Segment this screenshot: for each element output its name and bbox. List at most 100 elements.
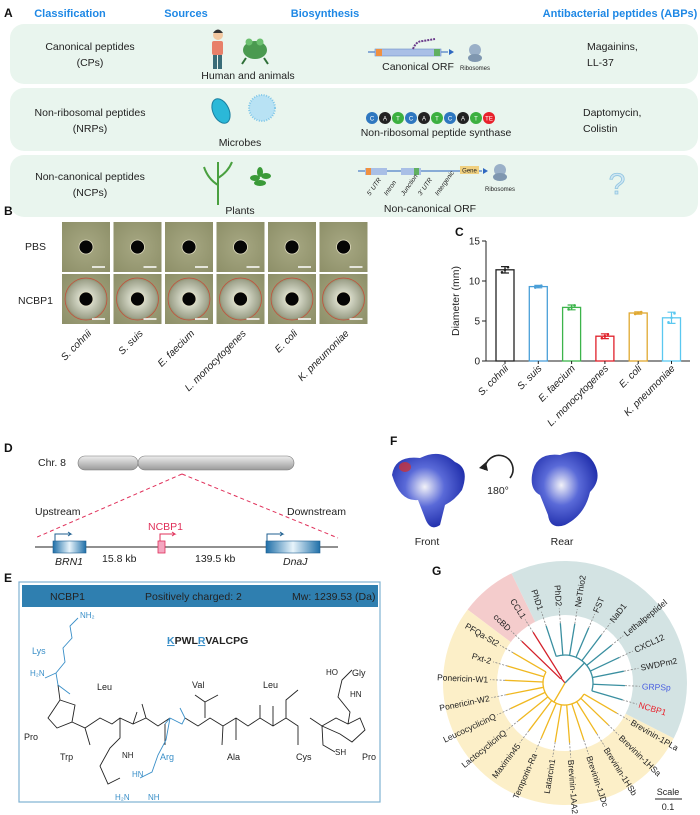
peptide-mw: Mw: 1239.53 (Da)	[292, 591, 375, 603]
branch	[566, 704, 571, 743]
class-ncp-abbr: (NCPs)	[73, 187, 107, 199]
leaf-label: Ponericin-W1	[437, 672, 489, 684]
branch	[510, 691, 546, 710]
branch	[528, 700, 553, 732]
leaf-connector	[490, 679, 506, 681]
peptide-charge: Positively charged: 2	[145, 591, 242, 603]
species-label: S. suis	[117, 328, 146, 357]
upstream-label: Upstream	[35, 506, 81, 518]
ribosome-icon	[493, 164, 507, 181]
microbe-cell-icon	[248, 94, 276, 122]
bar	[628, 312, 648, 362]
gene-box-ncbp1	[157, 540, 166, 554]
tss-arrow-icon	[159, 531, 177, 541]
data-point	[537, 285, 540, 288]
atom-nh-trp: NH	[122, 751, 134, 760]
chromosome-label: Chr. 8	[38, 457, 66, 469]
nrps-domain-a	[418, 112, 430, 124]
row-noncanonical	[10, 155, 698, 217]
nrps-domain-label: C	[370, 117, 375, 123]
seedling-icon	[250, 167, 271, 186]
branch	[554, 704, 563, 743]
frog-icon	[241, 38, 269, 65]
bar	[528, 285, 548, 362]
class-nrp-abbr: (NRPs)	[73, 123, 107, 135]
panel-f: F 180° Front Rear	[390, 434, 598, 548]
panel-a: A Classification Sources Biosynthesis An…	[4, 6, 698, 217]
residue-val: Val	[192, 680, 204, 690]
source-microbes: Microbes	[219, 137, 262, 149]
noncanonical-orf-icon	[358, 166, 488, 175]
question-mark-icon: ?	[609, 168, 626, 201]
y-tick-label: 10	[469, 277, 481, 288]
bar	[661, 317, 682, 362]
leaf-connector	[558, 608, 561, 624]
data-point	[567, 308, 570, 311]
branch	[559, 623, 564, 656]
panel-label-d: D	[4, 441, 13, 455]
well	[233, 291, 248, 307]
branch-stem	[560, 677, 566, 684]
biosynthesis-noncanonical-orf: Non-canonical ORF	[384, 203, 476, 215]
panel-e: E NCBP1 Positively charged: 2 Mw: 1239.5…	[4, 571, 381, 803]
canonical-orf-icon	[368, 38, 454, 57]
well	[181, 239, 197, 255]
bar	[495, 269, 515, 362]
nrps-domain-t	[392, 112, 404, 124]
leaf-connector	[583, 739, 589, 755]
leaf-label: GRPSp	[642, 681, 671, 692]
leaf-connector	[600, 622, 611, 636]
well	[78, 291, 94, 307]
branch	[580, 697, 609, 726]
data-point	[500, 271, 504, 274]
branch	[575, 627, 590, 658]
branch-arc	[542, 671, 585, 706]
x-tick-label: E. coli	[617, 363, 645, 391]
residue-lys: Lys	[32, 646, 46, 656]
nrps-domain-a	[457, 112, 469, 124]
data-point	[673, 312, 676, 315]
branch	[583, 693, 618, 714]
leaf-connector	[569, 742, 572, 758]
data-point	[534, 286, 537, 289]
leaf-connector	[611, 635, 624, 646]
leaf-connector	[619, 650, 634, 658]
y-axis-label: Diameter (mm)	[450, 266, 462, 336]
gene-box-brn1	[52, 540, 87, 554]
branch-stem	[553, 682, 566, 703]
data-point	[636, 311, 640, 315]
leaf-connector	[552, 742, 556, 758]
header-classification: Classification	[34, 8, 106, 20]
agar-plates	[62, 222, 368, 324]
header-biosynthesis: Biosynthesis	[291, 8, 359, 20]
bar	[561, 306, 582, 362]
nrps-domain-t	[431, 112, 443, 124]
atom-nh2-lys: NH₂	[80, 611, 95, 620]
leaf-connector	[624, 685, 640, 687]
class-ncp-name: Non-canonical peptides	[35, 171, 145, 183]
atom-h2n-arg: H₂N	[115, 793, 130, 802]
panel-label-b: B	[4, 204, 13, 218]
branch	[586, 644, 613, 666]
data-point	[540, 284, 543, 287]
panel-label-g: G	[432, 564, 441, 578]
well	[233, 239, 248, 255]
branch	[521, 640, 562, 680]
leaf-connector	[596, 733, 606, 747]
rotate-arrowhead-icon	[479, 462, 488, 471]
biosynthesis-nrps: Non-ribosomal peptide synthase	[361, 127, 512, 139]
well	[130, 239, 145, 255]
scale-value: 0.1	[662, 802, 675, 812]
branch	[505, 679, 544, 683]
abp-nrp-1: Daptomycin,	[583, 107, 641, 119]
residue-gly: Gly	[352, 668, 366, 678]
residue-arg: Arg	[160, 752, 174, 762]
data-point	[633, 312, 637, 316]
class-nrp-name: Non-ribosomal peptides	[35, 107, 146, 119]
bacterium-icon	[211, 98, 231, 124]
branch	[507, 665, 545, 678]
gene-box-dnaj	[265, 540, 321, 554]
